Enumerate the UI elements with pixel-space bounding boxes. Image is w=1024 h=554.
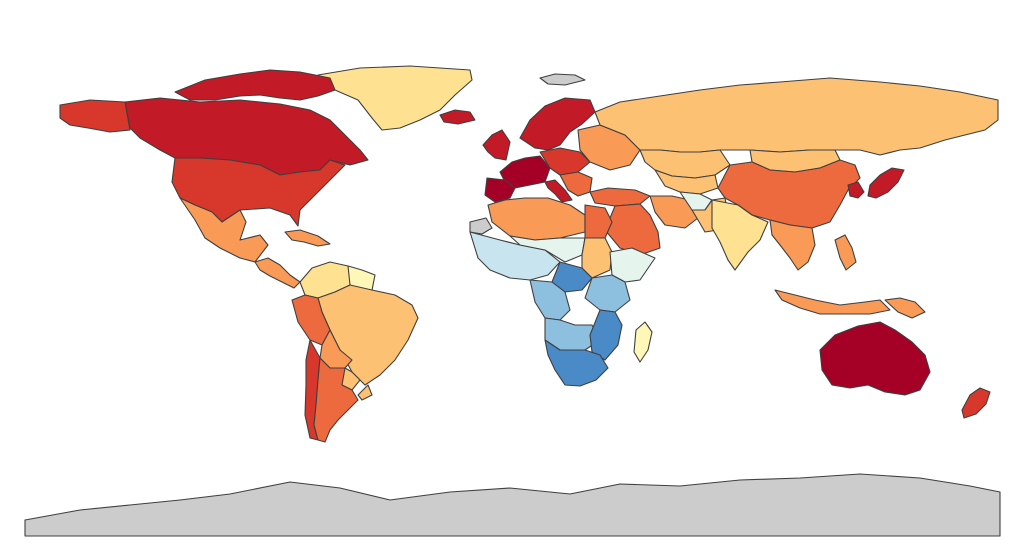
- region-iran: [649, 195, 699, 229]
- region-mexico: [179, 197, 269, 263]
- region-kazakhstan: [639, 149, 731, 179]
- region-philippines: [834, 234, 857, 271]
- region-southeast-asia: [769, 219, 816, 271]
- region-ireland-uk: [482, 129, 511, 161]
- region-india: [711, 199, 769, 271]
- region-papua-new-guinea: [884, 297, 926, 319]
- region-turkey: [589, 187, 651, 207]
- region-west-africa: [469, 231, 561, 281]
- region-korea: [847, 181, 865, 199]
- region-australia: [819, 321, 931, 396]
- region-uruguay: [357, 384, 373, 401]
- region-western-sahara: [469, 217, 493, 235]
- region-scandinavia: [519, 97, 596, 151]
- region-argentina: [313, 357, 359, 443]
- region-caribbean: [284, 229, 331, 247]
- region-iceland: [439, 109, 476, 125]
- region-russia: [594, 77, 999, 156]
- region-middle-east: [604, 203, 661, 256]
- region-congo-basin: [529, 279, 571, 321]
- region-new-zealand: [961, 387, 991, 419]
- region-alaska: [59, 99, 131, 133]
- region-mozambique-tanzania: [589, 309, 623, 361]
- region-horn-of-africa: [609, 247, 656, 283]
- region-southern-africa: [544, 339, 609, 387]
- region-japan: [867, 167, 905, 199]
- region-central-europe: [539, 147, 591, 176]
- region-iberia: [484, 177, 516, 203]
- region-morocco-algeria-libya: [487, 197, 586, 241]
- region-east-africa: [584, 274, 631, 313]
- region-canada-arctic-islands: [174, 69, 336, 101]
- region-greenland: [317, 65, 473, 131]
- region-indonesia: [774, 289, 891, 315]
- region-italy: [544, 179, 573, 203]
- region-antarctica: [24, 473, 1001, 537]
- region-svalbard: [539, 73, 586, 86]
- region-central-america: [254, 257, 301, 289]
- region-sudan: [581, 237, 613, 279]
- region-madagascar: [633, 321, 653, 363]
